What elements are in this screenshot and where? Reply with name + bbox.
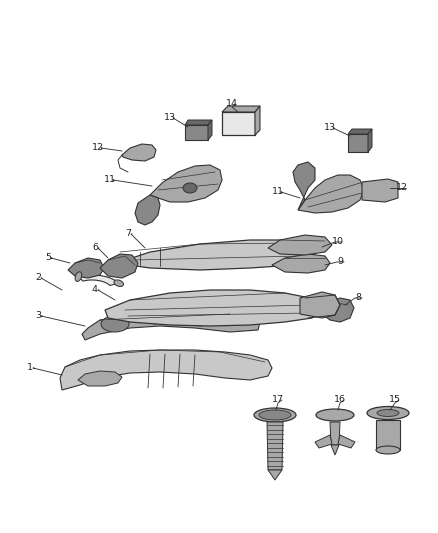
Polygon shape [293,162,315,210]
Polygon shape [185,120,212,125]
Polygon shape [267,422,283,470]
Polygon shape [331,445,339,455]
Ellipse shape [259,410,291,420]
Polygon shape [60,350,272,390]
Text: 4: 4 [92,286,98,295]
Polygon shape [222,106,260,112]
Text: 11: 11 [104,175,116,184]
Polygon shape [105,290,318,326]
Text: 8: 8 [355,294,361,303]
Text: 5: 5 [45,254,51,262]
Text: 13: 13 [164,114,176,123]
Polygon shape [68,258,104,278]
Polygon shape [376,420,400,450]
Polygon shape [298,175,364,213]
Text: 1: 1 [27,364,33,373]
Text: 16: 16 [334,395,346,405]
Polygon shape [268,470,282,480]
Polygon shape [185,125,208,140]
Polygon shape [300,292,340,318]
Polygon shape [78,275,119,286]
Ellipse shape [195,318,205,326]
Text: 14: 14 [226,100,238,109]
Text: 12: 12 [92,143,104,152]
Polygon shape [272,254,330,273]
Text: 2: 2 [35,273,41,282]
Polygon shape [120,240,315,270]
Text: 7: 7 [125,230,131,238]
Polygon shape [122,144,156,161]
Polygon shape [100,254,138,278]
Polygon shape [208,120,212,140]
Ellipse shape [316,409,354,421]
Ellipse shape [254,408,296,422]
Polygon shape [222,112,255,135]
Polygon shape [150,165,222,202]
Polygon shape [268,235,332,255]
Text: 10: 10 [332,238,344,246]
Polygon shape [322,298,354,322]
Polygon shape [330,422,340,445]
Ellipse shape [367,407,409,419]
Polygon shape [315,435,332,448]
Polygon shape [348,134,368,152]
Ellipse shape [75,272,81,281]
Polygon shape [338,435,355,448]
Polygon shape [135,195,160,225]
Polygon shape [368,129,372,152]
Text: 15: 15 [389,395,401,405]
Text: 11: 11 [272,188,284,197]
Polygon shape [362,179,398,202]
Text: 17: 17 [272,395,284,405]
Text: 6: 6 [92,244,98,253]
Ellipse shape [150,316,160,324]
Text: 9: 9 [337,257,343,266]
Polygon shape [348,129,372,134]
Text: 12: 12 [396,183,408,192]
Ellipse shape [114,280,124,286]
Ellipse shape [183,183,197,193]
Text: 3: 3 [35,311,41,320]
Polygon shape [82,312,260,340]
Ellipse shape [377,409,399,416]
Polygon shape [255,106,260,135]
Ellipse shape [376,446,400,454]
Ellipse shape [101,316,129,332]
Polygon shape [78,371,122,386]
Text: 13: 13 [324,124,336,133]
